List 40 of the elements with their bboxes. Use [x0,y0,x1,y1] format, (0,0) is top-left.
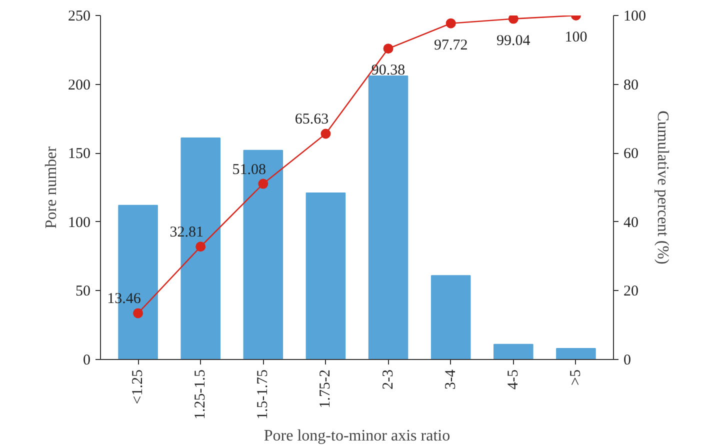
y2-tick-label: 100 [624,8,646,24]
data-label: 100 [564,30,588,46]
bar [494,344,534,360]
y2-tick-label: 60 [624,146,638,162]
data-label: 90.38 [371,62,406,79]
x-tick-label: 4-5 [505,369,522,390]
point [446,18,456,28]
y2-tick-label: 40 [624,214,638,231]
y-tick-label: 50 [76,284,90,300]
y2-tick-label: 80 [624,77,638,94]
point [133,308,144,318]
bar [430,275,471,360]
x-tick-label: 1.5-1.75 [255,369,272,420]
y-tick-label: 200 [68,77,90,94]
point [320,128,331,139]
point [383,44,394,54]
x-tick-label: >5 [568,369,584,386]
point [508,16,518,24]
y-tick-label: 0 [83,352,90,368]
y2-axis-title: Cumulative percent (%) [654,110,671,264]
data-label: 65.63 [294,112,329,128]
y-tick-label: 150 [68,146,90,162]
bar [556,348,596,360]
bar [368,76,408,360]
x-tick-label: 1.25-1.5 [192,369,209,420]
y-tick-label: 250 [68,8,90,24]
y2-tick-label: 20 [624,284,638,300]
x-tick-label: <1.25 [130,369,146,404]
point [258,178,268,189]
x-tick-label: 1.75-2 [318,369,334,408]
x-tick-label: 3-4 [442,369,459,390]
data-label: 99.04 [496,32,531,49]
y2-tick-label: 0 [624,352,631,368]
point [196,242,206,252]
y-axis-title: Pore number [43,146,60,229]
x-tick-label: 2-3 [380,369,396,390]
x-axis-title: Pore long-to-minor axis ratio [264,427,450,444]
y-tick-label: 100 [68,214,90,231]
data-label: 97.72 [434,37,468,54]
bar [306,192,346,360]
